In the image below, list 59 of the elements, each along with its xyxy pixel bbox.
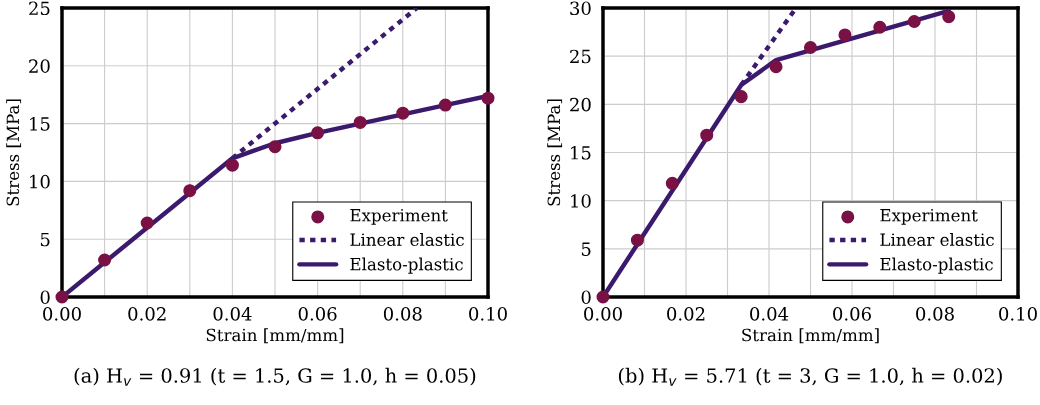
x-tick-label: 0.08: [383, 307, 422, 321]
point: [55, 290, 69, 304]
legend-label: Linear elastic: [350, 233, 464, 246]
x-tick-label: 0.06: [298, 307, 337, 321]
legend-label: Experiment: [880, 209, 978, 225]
y-axis-title: Stress [MPa]: [6, 99, 22, 206]
point: [311, 126, 325, 140]
text: (a) H$_{v}$ = 0.91 (t = 1.5, G = 1.0, h = 0.05): [74, 367, 476, 386]
point: [140, 216, 154, 230]
y-tick-label: 10: [571, 194, 591, 208]
point: [734, 90, 748, 104]
point: [630, 233, 644, 247]
point: [665, 176, 679, 190]
point: [396, 106, 410, 120]
point: [481, 91, 495, 105]
point: [942, 10, 956, 24]
point: [353, 115, 367, 129]
legend-label: Linear elastic: [880, 233, 994, 246]
y-tick-label: 25: [29, 1, 50, 16]
x-axis-title: Strain [mm/mm]: [742, 328, 879, 344]
y-tick-label: 20: [570, 97, 591, 112]
y-tick-label: 0: [581, 290, 591, 305]
x-tick-label: 0.06: [833, 307, 871, 321]
point: [700, 128, 714, 142]
y-tick-label: 15: [571, 145, 591, 160]
y-tick-label: 5: [581, 242, 591, 256]
x-tick-label: 0.00: [584, 307, 622, 321]
y-tick-label: 5: [40, 232, 50, 247]
y-tick-label: 0: [40, 290, 50, 305]
y-axis-title: Stress [MPa]: [547, 99, 563, 206]
x-tick-label: 0.08: [916, 307, 954, 321]
legend-label: Experiment: [350, 209, 448, 225]
point: [183, 184, 197, 198]
point: [268, 140, 282, 154]
x-tick-label: 0.04: [750, 307, 789, 321]
point: [438, 98, 452, 112]
x-tick-label: 0.02: [667, 307, 705, 321]
point: [225, 158, 239, 172]
point: [98, 253, 112, 267]
y-tick-label: 20: [29, 59, 50, 73]
x-tick-label: 0.04: [213, 307, 252, 321]
x-tick-label: 0.02: [128, 307, 166, 321]
y-tick-label: 30: [570, 1, 591, 16]
x-axis-title: Strain [mm/mm]: [206, 328, 344, 344]
point: [769, 60, 783, 74]
text: (b) H$_{v}$ = 5.71 (t = 3, G = 1.0, h = 0.02): [618, 367, 1002, 386]
point: [873, 20, 887, 34]
x-tick-label: 0.00: [43, 307, 81, 321]
y-tick-label: 15: [30, 117, 50, 131]
point: [907, 14, 921, 28]
point: [803, 40, 818, 55]
y-tick-label: 25: [570, 49, 591, 64]
x-tick-label: 0.10: [469, 307, 507, 321]
legend-label: Elasto-plastic: [880, 257, 993, 274]
legend-label: Elasto-plastic: [350, 257, 463, 274]
point: [596, 290, 610, 304]
y-tick-label: 10: [30, 174, 50, 189]
x-tick-label: 0.10: [999, 307, 1037, 321]
point: [838, 28, 852, 42]
